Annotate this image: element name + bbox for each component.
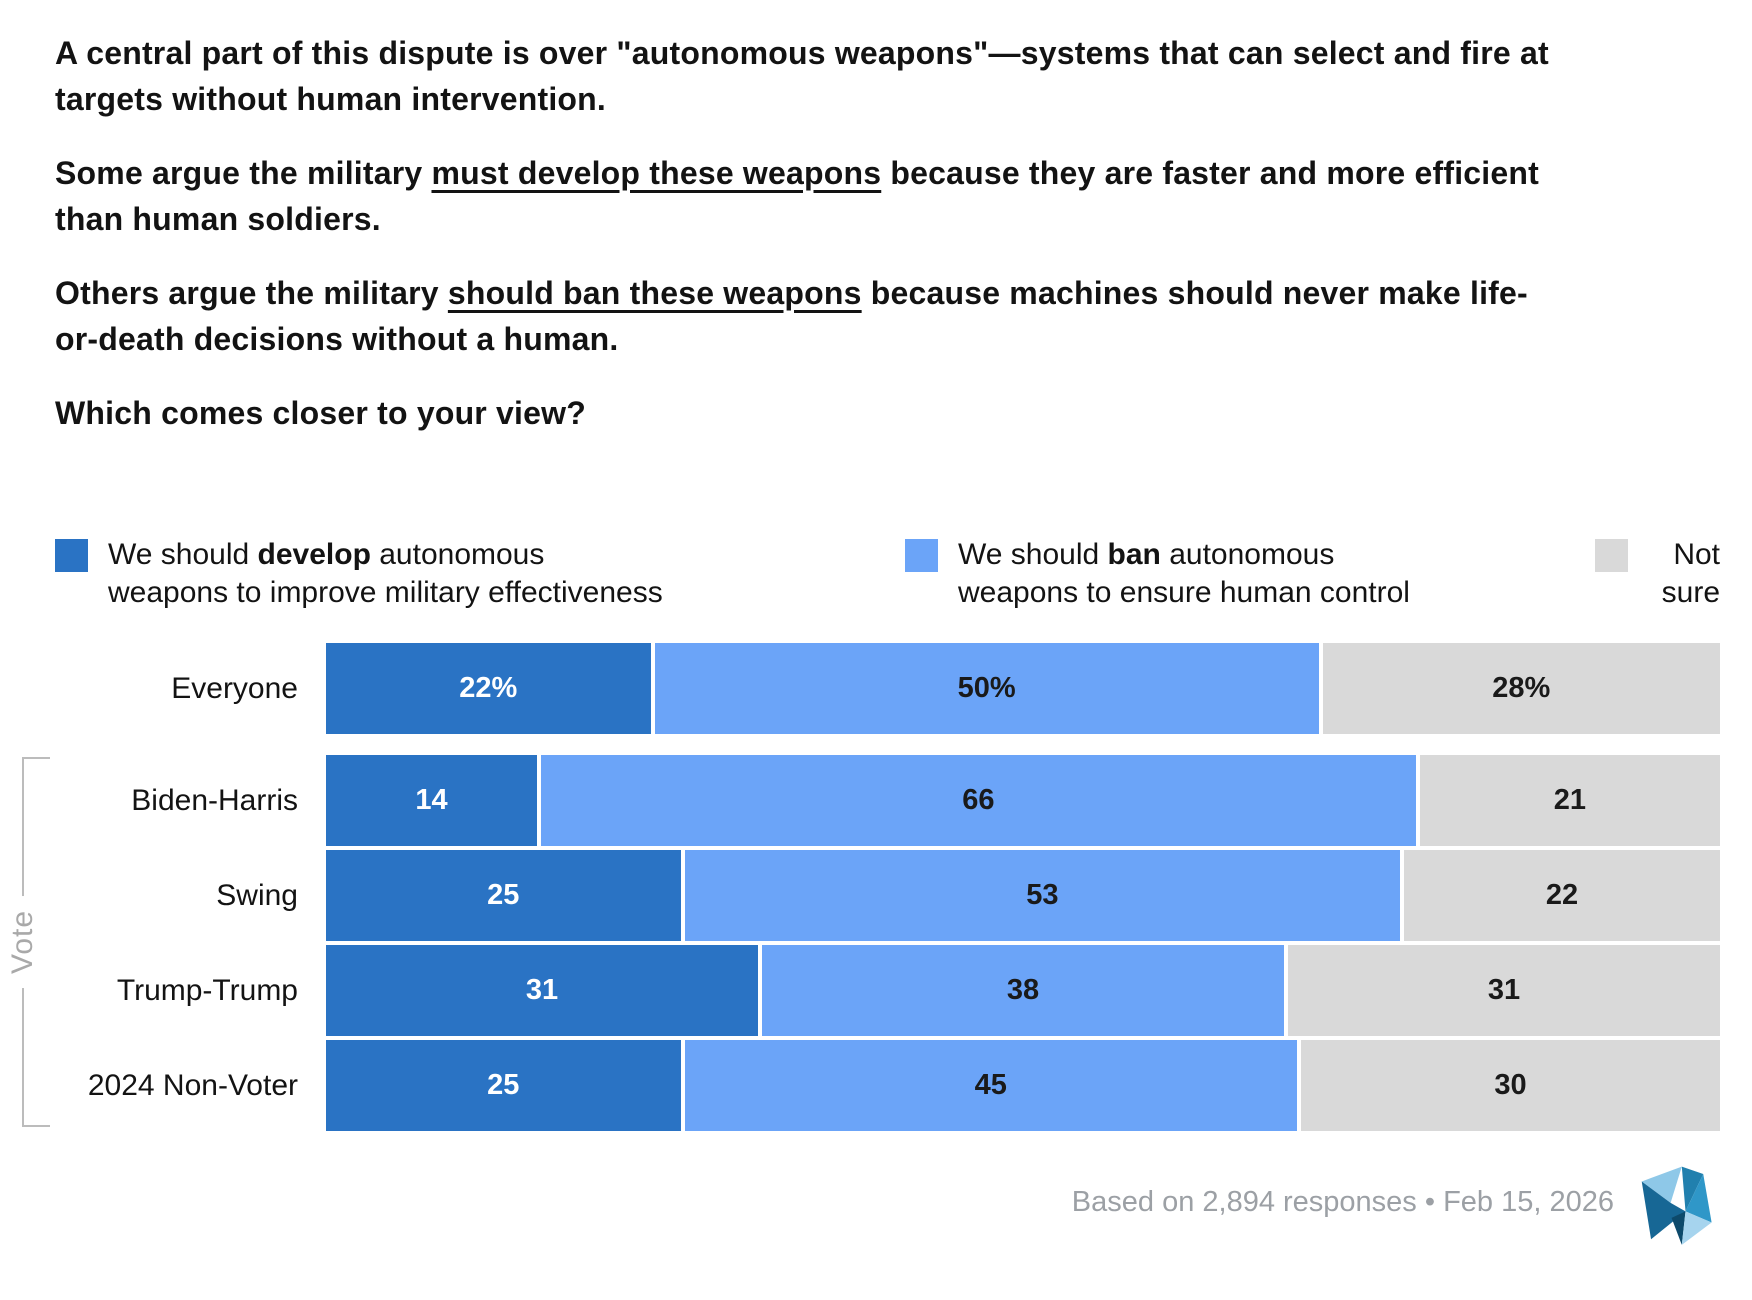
bar-segment: 25: [326, 1040, 681, 1131]
bar-segment: 14: [326, 755, 537, 846]
intro-paragraph-3-suffix: because machines should never make life-…: [55, 275, 1528, 357]
bar-value-label: 25: [487, 879, 520, 911]
survey-question: Which comes closer to your view?: [55, 395, 586, 431]
bar-value-label: 38: [1006, 974, 1040, 1006]
legend-develop-keyword: develop: [257, 538, 371, 571]
bar-value-label: 45: [974, 1069, 1007, 1101]
stacked-bar: 25 45 30: [326, 1040, 1720, 1131]
intro-text-block: A central part of this dispute is over "…: [55, 30, 1720, 436]
bar-value-label: 50%: [957, 672, 1016, 704]
intro-paragraph-2-prefix: Some argue the military: [55, 155, 432, 191]
intro-paragraph-2: Some argue the military must develop the…: [55, 150, 1555, 242]
footer-note: Based on 2,894 responses • Feb 15, 2026: [1071, 1185, 1614, 1218]
legend-label-not-sure: Not sure: [1661, 538, 1720, 609]
bar-segment: 45: [684, 1040, 1297, 1131]
bar-segment: 31: [326, 945, 758, 1036]
bar-segment: 22: [1404, 850, 1720, 941]
bar-segment: 50%: [654, 643, 1319, 734]
vote-group-label: Vote: [6, 895, 40, 989]
stacked-bar: 31 38 31: [326, 945, 1720, 1036]
verasight-logo-icon: [1641, 1166, 1712, 1245]
row-label: 2024 Non-Voter: [87, 1068, 298, 1102]
bar-segment: 66: [540, 755, 1416, 846]
stacked-bar: 14 66 21: [326, 755, 1720, 846]
row-label: Trump-Trump: [116, 973, 298, 1007]
legend-item-develop: We should develop autonomous weapons to …: [55, 536, 905, 612]
stacked-bar: 25 53 22: [326, 850, 1720, 941]
stacked-bar: 22% 50% 28%: [326, 643, 1721, 734]
legend-item-not-sure: Not sure: [1595, 536, 1720, 612]
chart-row-everyone: Everyone 22% 50% 28%: [55, 643, 1721, 734]
bar-segment: 21: [1419, 755, 1720, 846]
bar-value-label: 22: [1545, 879, 1579, 911]
bar-value-label: 21: [1553, 784, 1586, 816]
legend-swatch-ban: [905, 539, 938, 572]
intro-paragraph-2-underlined: must develop these weapons: [431, 155, 882, 191]
intro-paragraph-3-prefix: Others argue the military: [55, 275, 448, 311]
legend-ban-prefix: We should: [958, 538, 1108, 571]
legend-ban-suffix: autonomous weapons to ensure human contr…: [958, 538, 1410, 609]
bar-value-label: 53: [1026, 879, 1059, 911]
chart-footer: Based on 2,894 responses • Feb 15, 2026: [55, 1155, 1720, 1249]
bar-value-label: 66: [962, 784, 995, 816]
bar-segment: 31: [1288, 945, 1720, 1036]
bar-segment: 53: [684, 850, 1401, 941]
legend-develop-suffix: autonomous weapons to improve military e…: [108, 538, 663, 609]
chart-rows: Everyone 22% 50% 28% Biden-Harris 14 66 21 Swing…: [55, 643, 1721, 1131]
legend-item-ban: We should ban autonomous weapons to ensu…: [905, 536, 1595, 612]
legend-label-ban: We should ban autonomous weapons to ensu…: [958, 536, 1438, 612]
bar-value-label: 14: [415, 784, 448, 816]
legend-ban-keyword: ban: [1107, 538, 1161, 571]
bar-segment: 38: [761, 945, 1285, 1036]
row-label: Swing: [216, 878, 298, 912]
legend-label-develop: We should develop autonomous weapons to …: [108, 536, 668, 612]
row-label: Everyone: [171, 671, 298, 705]
chart-row-biden-harris: Biden-Harris 14 66 21: [55, 755, 1720, 846]
chart-row-2024-non-voter: 2024 Non-Voter 25 45 30: [55, 1040, 1720, 1131]
vote-group-bracket: Vote: [6, 757, 50, 1127]
chart-row-trump-trump: Trump-Trump 31 38 31: [55, 945, 1720, 1036]
bar-value-label: 28%: [1492, 672, 1551, 704]
bar-value-label: 31: [525, 974, 559, 1006]
intro-paragraph-1: A central part of this dispute is over "…: [55, 30, 1555, 122]
legend-swatch-develop: [55, 539, 88, 572]
bar-value-label: 30: [1494, 1069, 1527, 1101]
bar-segment: 28%: [1322, 643, 1721, 734]
bar-value-label: 31: [1487, 974, 1521, 1006]
bar-value-label: 22%: [459, 672, 518, 704]
legend-swatch-not-sure: [1595, 539, 1628, 572]
intro-paragraph-3-underlined: should ban these weapons: [447, 275, 862, 311]
intro-paragraph-1-text: A central part of this dispute is over "…: [55, 35, 1549, 117]
intro-paragraph-2-suffix: because they are faster and more efficie…: [55, 155, 1539, 237]
bar-value-label: 25: [487, 1069, 520, 1101]
chart-legend: We should develop autonomous weapons to …: [55, 536, 1720, 612]
stacked-bar-chart: Vote Everyone 22% 50% 28% Biden-Harris 14 66 21…: [6, 643, 1721, 1131]
bar-segment: 25: [326, 850, 681, 941]
intro-paragraph-3: Others argue the military should ban the…: [55, 270, 1555, 362]
row-label: Biden-Harris: [131, 783, 298, 817]
chart-row-swing: Swing 25 53 22: [55, 850, 1720, 941]
bar-segment: 22%: [326, 643, 651, 734]
bar-segment: 30: [1300, 1040, 1720, 1131]
legend-develop-prefix: We should: [108, 538, 258, 571]
